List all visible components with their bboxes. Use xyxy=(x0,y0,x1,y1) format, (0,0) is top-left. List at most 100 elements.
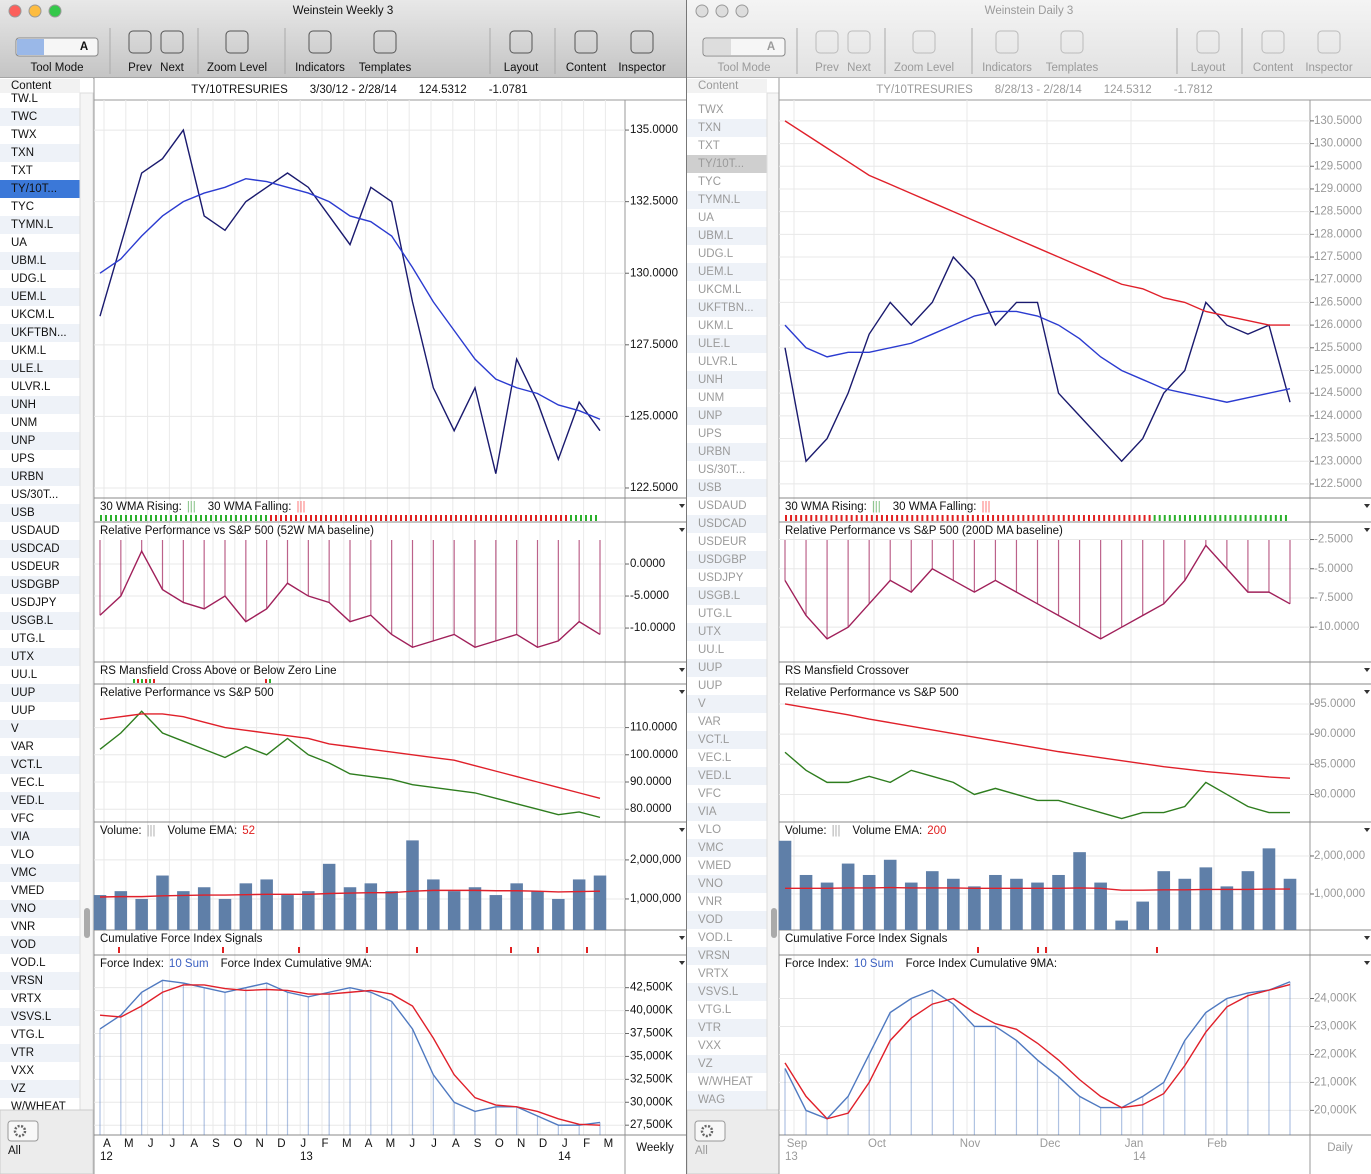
symbol-item[interactable]: USDGBP xyxy=(11,579,60,591)
toolbar-icon[interactable] xyxy=(1060,30,1084,54)
symbol-item[interactable]: UNH xyxy=(11,399,36,411)
panel-menu[interactable] xyxy=(679,528,685,532)
symbol-item[interactable]: TYMN.L xyxy=(698,194,741,206)
symbol-item[interactable]: TWX xyxy=(698,104,724,116)
toolbar-label[interactable]: Prev xyxy=(128,62,152,74)
toolbar-label[interactable]: Next xyxy=(160,62,184,74)
panel-menu[interactable] xyxy=(679,961,685,965)
symbol-item[interactable]: UU.L xyxy=(698,644,725,656)
toolbar-icon[interactable] xyxy=(995,30,1019,54)
symbol-item[interactable]: UTX xyxy=(11,651,34,663)
toolbar-label[interactable]: Indicators xyxy=(295,62,345,74)
symbol-item[interactable]: UA xyxy=(11,237,27,249)
symbol-item[interactable]: UNM xyxy=(698,392,724,404)
panel-menu[interactable] xyxy=(1364,936,1370,940)
symbol-item[interactable]: VCT.L xyxy=(698,734,730,746)
symbol-item[interactable]: VTR xyxy=(11,1047,34,1059)
symbol-item[interactable]: VNR xyxy=(698,896,722,908)
toolbar-label[interactable]: Prev xyxy=(815,62,839,74)
symbol-item[interactable]: VTG.L xyxy=(11,1029,45,1041)
toolbar-icon[interactable] xyxy=(1317,30,1341,54)
symbol-item[interactable]: UKM.L xyxy=(11,345,47,357)
symbol-item[interactable]: UTG.L xyxy=(698,608,732,620)
symbol-item[interactable]: URBN xyxy=(698,446,731,458)
symbol-item[interactable]: VLO xyxy=(698,824,721,836)
symbol-item[interactable]: UNP xyxy=(698,410,723,422)
symbol-item[interactable]: VIA xyxy=(11,831,30,843)
toolbar-icon[interactable] xyxy=(815,30,839,54)
window-button[interactable] xyxy=(48,4,62,18)
toolbar-icon[interactable] xyxy=(373,30,397,54)
symbol-item[interactable]: USDGBP xyxy=(698,554,747,566)
symbol-item[interactable]: TXN xyxy=(698,122,721,134)
toolbar-icon[interactable] xyxy=(1261,30,1285,54)
toolbar-icon[interactable] xyxy=(128,30,152,54)
symbol-item[interactable]: V xyxy=(11,723,19,735)
symbol-item[interactable]: URBN xyxy=(11,471,44,483)
toolbar-icon[interactable] xyxy=(1196,30,1220,54)
symbol-item[interactable]: ULVR.L xyxy=(698,356,738,368)
window-button[interactable] xyxy=(28,4,42,18)
toolbar-icon[interactable] xyxy=(509,30,533,54)
symbol-item[interactable]: TXT xyxy=(698,140,720,152)
toolbar-icon[interactable] xyxy=(308,30,332,54)
symbol-item[interactable]: USDEUR xyxy=(698,536,747,548)
toolbar-icon[interactable] xyxy=(630,30,654,54)
symbol-item[interactable]: UTG.L xyxy=(11,633,45,645)
symbol-item[interactable]: VIA xyxy=(698,806,717,818)
symbol-item[interactable]: UNP xyxy=(11,435,36,447)
symbol-item[interactable]: USDEUR xyxy=(11,561,60,573)
symbol-item[interactable]: VOD xyxy=(11,939,36,951)
symbol-item[interactable]: TW.L xyxy=(11,93,38,105)
scrollbar-thumb[interactable] xyxy=(84,908,90,938)
toolbar-label[interactable]: Tool Mode xyxy=(30,62,83,74)
symbol-item[interactable]: UEM.L xyxy=(698,266,734,278)
symbol-item[interactable]: USDAUD xyxy=(698,500,747,512)
panel-menu[interactable] xyxy=(679,690,685,694)
symbol-item[interactable]: USDJPY xyxy=(11,597,57,609)
gear-button[interactable] xyxy=(7,1120,39,1142)
toolbar-label[interactable]: Templates xyxy=(1046,62,1099,74)
symbol-item[interactable]: ULE.L xyxy=(11,363,44,375)
symbol-item[interactable]: VNO xyxy=(698,878,723,890)
symbol-item[interactable]: USB xyxy=(11,507,35,519)
symbol-item[interactable]: VOD.L xyxy=(11,957,46,969)
symbol-item[interactable]: TY/10T... xyxy=(11,183,57,195)
symbol-item[interactable]: USDAUD xyxy=(11,525,60,537)
symbol-item[interactable]: VRSN xyxy=(11,975,43,987)
symbol-item[interactable]: UPS xyxy=(698,428,722,440)
toolbar-label[interactable]: Tool Mode xyxy=(717,62,770,74)
gear-button[interactable] xyxy=(694,1120,726,1142)
period-label[interactable]: Weekly xyxy=(636,1142,674,1154)
symbol-item[interactable]: VEC.L xyxy=(11,777,45,789)
symbol-item[interactable]: VMC xyxy=(698,842,724,854)
toolbar-label[interactable]: Content xyxy=(566,62,607,74)
panel-menu[interactable] xyxy=(1364,828,1370,832)
toolbar-label[interactable]: Inspector xyxy=(1305,62,1352,74)
symbol-item[interactable]: UUP xyxy=(11,705,36,717)
symbol-item[interactable]: USDCAD xyxy=(698,518,747,530)
symbol-item[interactable]: UKCM.L xyxy=(11,309,55,321)
symbol-item[interactable]: ULE.L xyxy=(698,338,731,350)
symbol-item[interactable]: VRTX xyxy=(698,968,729,980)
window-button[interactable] xyxy=(735,4,749,18)
symbol-item[interactable]: VOD.L xyxy=(698,932,733,944)
symbol-item[interactable]: VMED xyxy=(11,885,44,897)
symbol-item[interactable]: VNO xyxy=(11,903,36,915)
symbol-item[interactable]: VXX xyxy=(698,1040,721,1052)
symbol-item[interactable]: VFC xyxy=(11,813,34,825)
toolbar-label[interactable]: Indicators xyxy=(982,62,1032,74)
symbol-item[interactable]: UKM.L xyxy=(698,320,734,332)
symbol-item[interactable]: VTR xyxy=(698,1022,721,1034)
symbol-item[interactable]: USGB.L xyxy=(698,590,741,602)
panel-menu[interactable] xyxy=(1364,668,1370,672)
panel-menu[interactable] xyxy=(679,936,685,940)
toolbar-icon[interactable] xyxy=(225,30,249,54)
symbol-item[interactable]: VLO xyxy=(11,849,34,861)
toolbar-label[interactable]: Zoom Level xyxy=(207,62,267,74)
symbol-item[interactable]: UTX xyxy=(698,626,721,638)
panel-menu[interactable] xyxy=(1364,504,1370,508)
panel-menu[interactable] xyxy=(679,668,685,672)
symbol-item[interactable]: UBM.L xyxy=(698,230,734,242)
symbol-item[interactable]: VAR xyxy=(698,716,721,728)
